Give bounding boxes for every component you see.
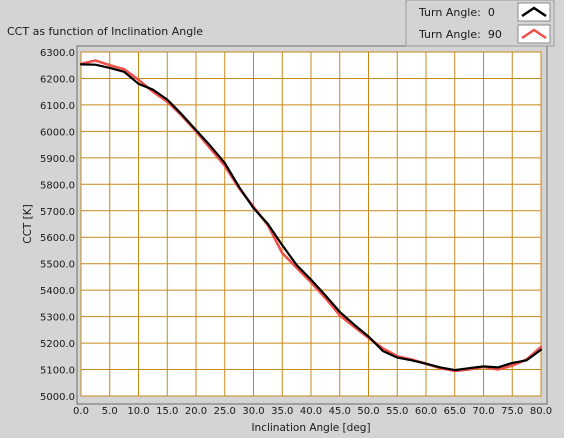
x-tick-label: 35.0 [271,406,293,417]
x-tick-label: 0.0 [73,406,89,417]
y-tick-label: 6200.0 [40,74,75,85]
y-tick-label: 5100.0 [40,366,75,377]
y-tick-label: 6100.0 [40,101,75,112]
chart-title: CCT as function of Inclination Angle [7,25,203,38]
legend-swatch-turn-90 [521,28,547,40]
y-tick-label: 5900.0 [40,154,75,165]
y-tick-labels: 6300.0 6200.0 6100.0 6000.0 5900.0 5800.0 5700… [40,48,75,403]
legend-label-turn-90: Turn Angle: 90 [418,28,502,41]
x-tick-label: 55.0 [386,406,408,417]
x-tick-label: 10.0 [127,406,149,417]
x-tick-label: 25.0 [214,406,236,417]
series-line-turn-0 [79,63,543,372]
y-tick-label: 5700.0 [40,207,75,218]
y-tick-label: 5800.0 [40,180,75,191]
legend-swatch-frame-turn-90 [517,24,551,44]
series-line-turn-90 [79,59,543,373]
x-tick-label: 80.0 [530,406,552,417]
series-layer [79,59,543,373]
y-tick-label: 5300.0 [40,313,75,324]
x-tick-label: 40.0 [300,406,322,417]
legend-swatch-frame-turn-0 [517,2,551,22]
y-axis-title: CCT [K] [22,204,34,244]
x-tick-label: 50.0 [357,406,379,417]
y-tick-label: 5000.0 [40,392,75,403]
x-tick-label: 15.0 [156,406,178,417]
x-tick-label: 65.0 [444,406,466,417]
y-tick-label: 5500.0 [40,260,75,271]
y-tick-label: 6300.0 [40,48,75,59]
x-tick-label: 30.0 [242,406,264,417]
x-tick-label: 60.0 [415,406,437,417]
x-axis-title: Inclination Angle [deg] [251,422,370,434]
y-tick-label: 5200.0 [40,339,75,350]
legend[interactable]: Turn Angle: 0 Turn Angle: 90 [405,0,555,47]
legend-label-turn-0: Turn Angle: 0 [418,6,495,19]
x-tick-label: 20.0 [185,406,207,417]
x-tick-label: 45.0 [329,406,351,417]
x-tick-label: 75.0 [501,406,523,417]
y-tick-label: 5600.0 [40,233,75,244]
y-tick-label: 6000.0 [40,127,75,138]
legend-swatch-turn-0 [521,6,547,18]
x-tick-labels: 0.0 5.0 10.0 15.0 20.0 25.0 30.0 35.0 40.0 45.0 50… [73,406,552,417]
x-tick-label: 70.0 [472,406,494,417]
y-tick-label: 5400.0 [40,286,75,297]
x-tick-label: 5.0 [102,406,118,417]
grid-lines [80,51,542,397]
